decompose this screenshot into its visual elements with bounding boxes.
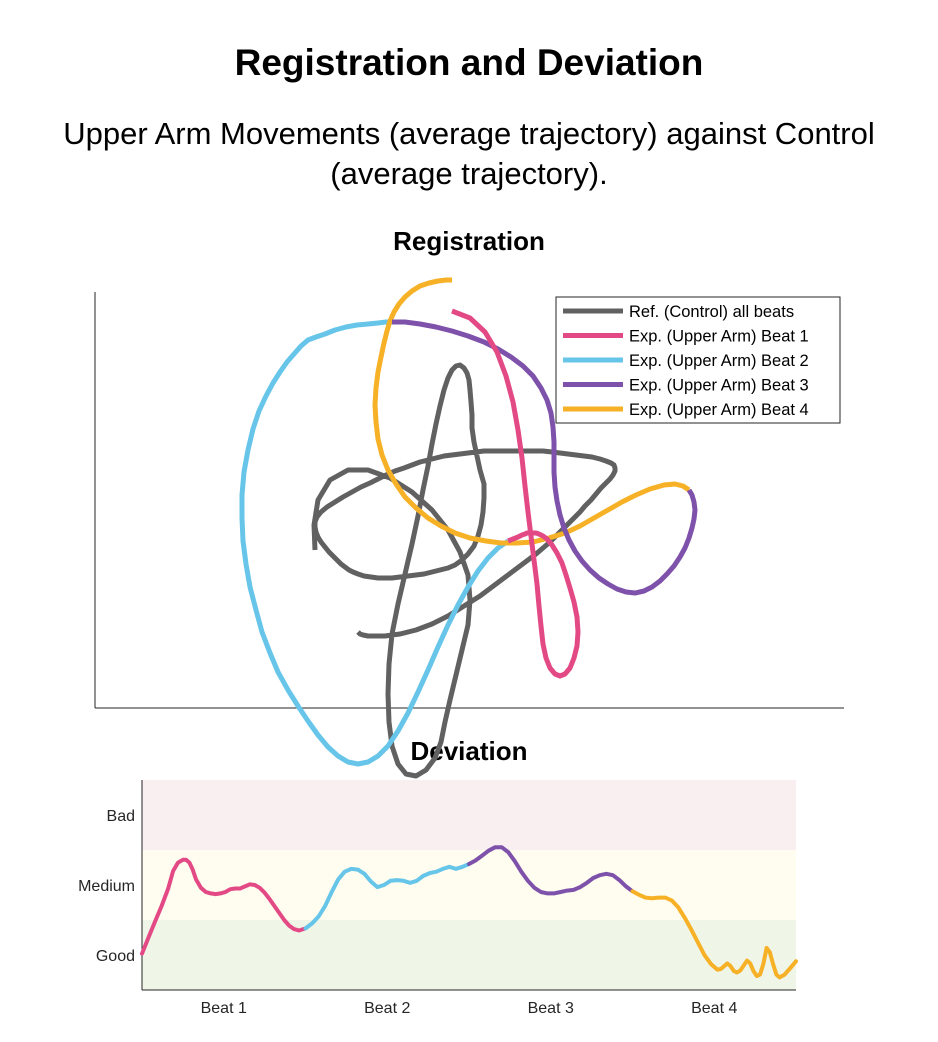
x-tick-label: Beat 2 bbox=[364, 1000, 410, 1017]
page-title: Registration and Deviation bbox=[234, 42, 704, 83]
x-tick-label: Beat 1 bbox=[201, 1000, 247, 1017]
deviation-series bbox=[140, 845, 798, 980]
registration-line-beat4 bbox=[372, 277, 691, 546]
band-medium bbox=[142, 850, 796, 920]
deviation-line-beat3 bbox=[467, 845, 635, 896]
x-tick-label: Beat 3 bbox=[528, 1000, 574, 1017]
legend-label: Exp. (Upper Arm) Beat 1 bbox=[629, 328, 809, 346]
registration-series bbox=[239, 277, 698, 779]
legend-label: Exp. (Upper Arm) Beat 2 bbox=[629, 352, 809, 370]
deviation-line-beat4 bbox=[630, 889, 798, 980]
deviation-x-ticks: Beat 1 Beat 2 Beat 3 Beat 4 bbox=[201, 1000, 738, 1017]
legend-label: Exp. (Upper Arm) Beat 3 bbox=[629, 377, 809, 395]
registration-line-beat3 bbox=[392, 319, 698, 596]
y-tick-label: Medium bbox=[78, 878, 135, 895]
deviation-y-ticks: Good Medium Bad bbox=[78, 808, 135, 965]
registration-line-beat1 bbox=[451, 308, 581, 679]
legend: Ref. (Control) all beats Exp. (Upper Arm)… bbox=[555, 296, 841, 424]
legend-label: Ref. (Control) all beats bbox=[629, 303, 794, 321]
y-tick-label: Good bbox=[96, 948, 135, 965]
page-subtitle: Upper Arm Movements (average trajectory)… bbox=[63, 116, 875, 191]
band-bad bbox=[142, 780, 796, 850]
deviation-line-beat1 bbox=[140, 857, 308, 956]
registration-line-beat2 bbox=[239, 319, 510, 767]
registration-line-control bbox=[311, 362, 618, 779]
deviation-line-beat2 bbox=[303, 862, 471, 931]
x-tick-label: Beat 4 bbox=[691, 1000, 737, 1017]
y-tick-label: Bad bbox=[107, 808, 135, 825]
band-good bbox=[142, 920, 796, 990]
deviation-bands bbox=[142, 780, 796, 990]
registration-axes bbox=[94, 292, 844, 709]
legend-label: Exp. (Upper Arm) Beat 4 bbox=[629, 401, 809, 419]
registration-title: Registration bbox=[393, 226, 545, 256]
